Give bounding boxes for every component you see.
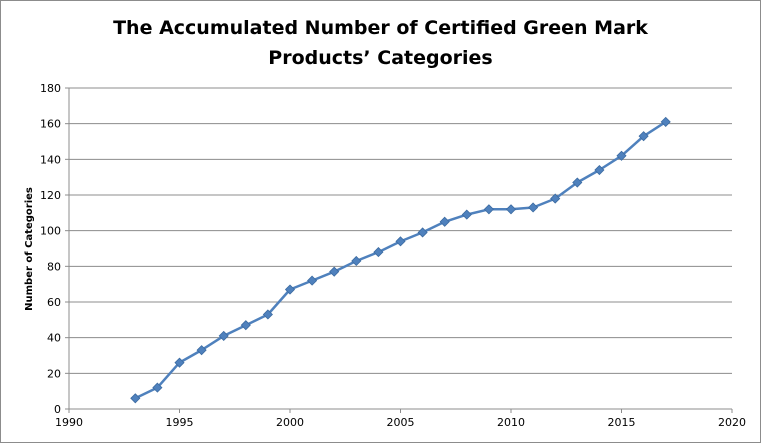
x-tick-label: 2005 xyxy=(387,416,415,429)
data-point-marker xyxy=(240,320,251,331)
x-tick-label: 2010 xyxy=(497,416,525,429)
data-point-marker xyxy=(638,131,649,142)
chart-title: The Accumulated Number of Certified Gree… xyxy=(1,13,760,73)
data-point-marker xyxy=(439,216,450,227)
data-point-marker xyxy=(528,202,539,213)
data-point-marker xyxy=(373,247,384,258)
data-point-marker xyxy=(130,393,141,404)
y-tick-label: 100 xyxy=(40,225,61,238)
data-point-marker xyxy=(594,164,605,176)
data-point-marker xyxy=(284,284,296,295)
data-point-marker xyxy=(152,382,163,393)
series-line xyxy=(134,120,667,400)
data-point-marker xyxy=(572,177,583,188)
series-group xyxy=(130,116,671,404)
y-tick-label: 0 xyxy=(54,403,61,416)
x-tick-labels: 1990 1995 2000 2005 2010 2015 2020 xyxy=(55,416,746,429)
chart-title-line-1: The Accumulated Number of Certified Gree… xyxy=(113,17,648,39)
data-point-marker xyxy=(417,227,428,238)
data-point-marker xyxy=(307,275,318,286)
gridlines xyxy=(69,87,732,374)
y-tick-label: 20 xyxy=(47,367,61,380)
y-tick-label: 80 xyxy=(47,260,61,273)
data-point-marker xyxy=(351,255,362,267)
data-point-marker xyxy=(329,266,340,277)
x-tick-label: 2020 xyxy=(718,416,746,429)
data-point-marker xyxy=(461,209,472,220)
data-point-marker xyxy=(483,204,494,215)
y-axis-label: Number of Categories xyxy=(24,187,35,311)
data-point-marker xyxy=(196,345,207,356)
data-point-marker xyxy=(550,193,561,204)
x-tick-label: 1995 xyxy=(166,416,194,429)
chart-title-line-2: Products’ Categories xyxy=(268,47,493,69)
data-point-marker xyxy=(395,236,406,247)
x-tick-label: 2000 xyxy=(276,416,304,429)
y-tick-label: 60 xyxy=(47,296,61,309)
y-tick-label: 140 xyxy=(40,153,61,166)
data-point-marker xyxy=(262,309,273,320)
data-point-marker xyxy=(616,150,627,161)
x-tick-label: 2015 xyxy=(608,416,636,429)
x-tick-label: 1990 xyxy=(55,416,83,429)
data-point-marker xyxy=(660,116,671,127)
data-point-marker xyxy=(174,357,185,368)
data-point-marker xyxy=(505,204,517,215)
y-tick-label: 180 xyxy=(40,82,61,95)
y-tick-label: 40 xyxy=(47,332,61,345)
data-point-marker xyxy=(218,330,229,341)
y-tick-label: 120 xyxy=(40,189,61,202)
y-tick-label: 160 xyxy=(40,118,61,131)
y-tick-labels: 0 20 40 60 80 100 120 140 160 180 xyxy=(40,82,61,416)
axes xyxy=(65,87,733,413)
